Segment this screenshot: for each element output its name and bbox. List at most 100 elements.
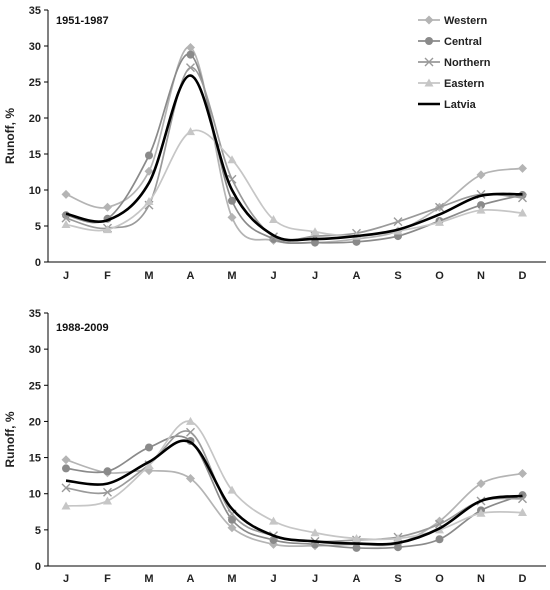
series-northern-point [61,483,71,493]
series-latvia [65,74,523,242]
x-tick-label: M [227,573,236,585]
series-western-line [65,46,523,244]
series-northern-point [393,217,403,227]
y-tick-label: 15 [29,149,41,161]
chart-panel-1: 0 5 10 15 20 25 30 35 J F M A M J J A S O N D Runoff, % 1951-… [3,5,546,282]
y-tick-label: 15 [29,453,41,465]
series-western-point [227,523,237,533]
series-eastern-point [476,205,486,214]
series-western-line [65,458,523,548]
x-tick-label: N [477,270,485,282]
series-eastern-point [393,534,403,543]
x-tick-label: S [394,270,401,282]
x-tick-label: J [312,573,318,585]
series-eastern-point [310,528,320,537]
series-northern-point [435,202,444,212]
y-tick-label: 5 [35,221,41,233]
series-eastern-point [310,227,320,236]
y-tick-label: 10 [29,489,41,501]
y-axis-label: Runoff, % [3,108,17,164]
series-eastern-point [476,508,486,517]
y-tick-label: 25 [29,77,41,89]
series-northern-line [65,430,523,543]
series-western-point [144,166,154,176]
series-western-point [186,42,195,52]
series-central-point [228,515,236,524]
series-western-point [103,202,112,212]
x-tick-label: A [187,573,195,585]
series-central [62,435,527,552]
y-tick-label: 35 [29,5,41,17]
series-central-point [145,443,153,452]
series-central-point [352,237,361,246]
legend-northern-point [424,57,434,67]
series-northern-point [186,63,195,73]
legend-western-label: Western [444,15,487,27]
series-western-point [476,170,486,180]
y-tick-label: 30 [29,41,41,53]
chart-panel-2: 0 5 10 15 20 25 30 35 J F M A M J J A S O N D Runoff, % 1988-… [3,308,546,585]
series-central-point [186,50,195,59]
series-central-point [145,151,153,160]
series-central-point [352,543,361,552]
x-tick-label: F [104,573,111,585]
series-eastern-point [144,461,154,470]
series-eastern-point [186,416,195,425]
x-tick-label: F [104,270,111,282]
y-tick-label: 30 [29,344,41,356]
x-tick-label: J [270,573,276,585]
series-western-point [227,212,237,222]
legend-central-label: Central [444,36,482,48]
series-eastern-point [61,220,71,229]
y-tick-label: 35 [29,308,41,320]
x-tick-label: A [353,270,361,282]
series-western-point [61,455,71,465]
legend: Western Central Northern Eastern Latvia [418,15,491,111]
y-tick-label: 5 [35,525,41,537]
x-tick-label: M [144,573,153,585]
series-eastern-point [435,217,444,226]
x-tick-label: M [227,270,236,282]
series-eastern-line [65,420,523,541]
legend-western-point [424,15,434,25]
y-tick-label: 25 [29,380,41,392]
series-eastern-point [518,508,527,517]
legend-eastern-point [424,78,434,87]
y-tick-label: 0 [35,257,41,269]
series-eastern-point [186,127,195,136]
x-tick-label: O [435,270,444,282]
x-tick-label: N [477,573,485,585]
series-eastern-point [144,197,154,206]
series-eastern-point [227,485,237,494]
x-tick-label: J [270,270,276,282]
y-axis-label: Runoff, % [3,411,17,467]
series-eastern [61,127,527,240]
series-latvia-line [65,439,523,546]
series-central-line [65,435,523,550]
x-tick-label: O [435,573,444,585]
legend-central-point [425,37,433,45]
chart-period-title: 1951-1987 [56,15,109,27]
series-central-point [394,543,402,552]
series-latvia [65,439,523,546]
series-central-point [311,238,319,247]
series-eastern-point [269,516,278,525]
x-tick-label: A [353,573,361,585]
series-eastern-point [518,208,527,217]
series-western-point [518,163,527,173]
series-central-point [435,535,444,544]
series-western-point [61,189,71,199]
chart-period-title: 1988-2009 [56,322,109,334]
legend-eastern-label: Eastern [444,78,485,90]
series-central-point [62,464,70,473]
series-central-point [477,201,485,210]
legend-northern-label: Northern [444,57,491,69]
y-tick-label: 0 [35,561,41,573]
y-tick-label: 20 [29,113,41,125]
series-eastern-point [352,534,361,543]
x-tick-label: J [312,270,318,282]
series-eastern-point [227,155,237,164]
y-tick-label: 10 [29,185,41,197]
x-tick-label: D [519,270,527,282]
series-eastern-point [103,496,112,505]
